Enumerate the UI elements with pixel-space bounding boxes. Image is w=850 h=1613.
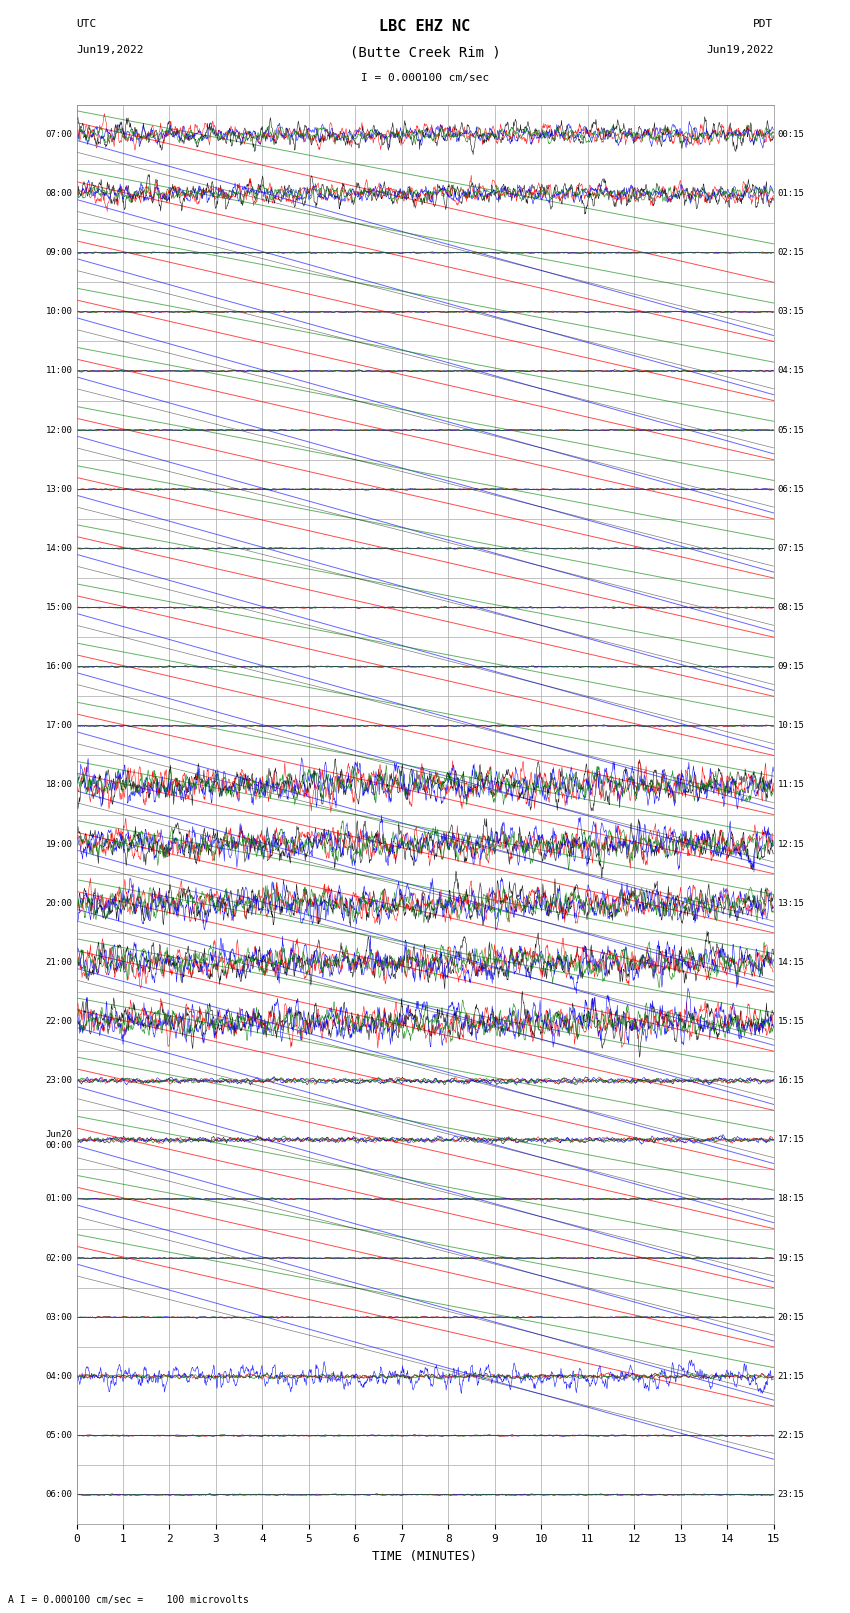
Text: 22:15: 22:15	[778, 1431, 805, 1440]
Text: 16:15: 16:15	[778, 1076, 805, 1086]
Text: 01:15: 01:15	[778, 189, 805, 198]
Text: Jun19,2022: Jun19,2022	[76, 45, 144, 55]
Text: PDT: PDT	[753, 19, 774, 29]
Text: 08:15: 08:15	[778, 603, 805, 611]
Text: 18:15: 18:15	[778, 1195, 805, 1203]
Text: 04:15: 04:15	[778, 366, 805, 376]
Text: 14:15: 14:15	[778, 958, 805, 966]
Text: 17:15: 17:15	[778, 1136, 805, 1144]
Text: 01:00: 01:00	[45, 1195, 72, 1203]
Text: 10:00: 10:00	[45, 308, 72, 316]
Text: 05:15: 05:15	[778, 426, 805, 434]
Text: 16:00: 16:00	[45, 663, 72, 671]
Text: 23:00: 23:00	[45, 1076, 72, 1086]
Text: 19:15: 19:15	[778, 1253, 805, 1263]
Text: A I = 0.000100 cm/sec =    100 microvolts: A I = 0.000100 cm/sec = 100 microvolts	[8, 1595, 249, 1605]
Text: LBC EHZ NC: LBC EHZ NC	[379, 19, 471, 34]
Text: (Butte Creek Rim ): (Butte Creek Rim )	[349, 45, 501, 60]
Text: Jun20
00:00: Jun20 00:00	[45, 1131, 72, 1150]
Text: 07:00: 07:00	[45, 131, 72, 139]
Text: 06:00: 06:00	[45, 1490, 72, 1498]
Text: 19:00: 19:00	[45, 840, 72, 848]
Text: 15:15: 15:15	[778, 1018, 805, 1026]
Text: 14:00: 14:00	[45, 544, 72, 553]
Text: 07:15: 07:15	[778, 544, 805, 553]
Text: 02:15: 02:15	[778, 248, 805, 256]
Text: 22:00: 22:00	[45, 1018, 72, 1026]
Text: 04:00: 04:00	[45, 1373, 72, 1381]
Text: 17:00: 17:00	[45, 721, 72, 731]
Text: 20:00: 20:00	[45, 898, 72, 908]
Text: 20:15: 20:15	[778, 1313, 805, 1321]
Text: 09:00: 09:00	[45, 248, 72, 256]
Text: Jun19,2022: Jun19,2022	[706, 45, 774, 55]
Text: 18:00: 18:00	[45, 781, 72, 789]
Text: 21:15: 21:15	[778, 1373, 805, 1381]
Text: 15:00: 15:00	[45, 603, 72, 611]
Text: 23:15: 23:15	[778, 1490, 805, 1498]
Text: 13:15: 13:15	[778, 898, 805, 908]
Text: 02:00: 02:00	[45, 1253, 72, 1263]
Text: 12:00: 12:00	[45, 426, 72, 434]
Text: 03:00: 03:00	[45, 1313, 72, 1321]
Text: 00:15: 00:15	[778, 131, 805, 139]
Text: 21:00: 21:00	[45, 958, 72, 966]
Text: 08:00: 08:00	[45, 189, 72, 198]
Text: UTC: UTC	[76, 19, 97, 29]
Text: 09:15: 09:15	[778, 663, 805, 671]
Text: 05:00: 05:00	[45, 1431, 72, 1440]
Text: 13:00: 13:00	[45, 486, 72, 494]
Text: 11:15: 11:15	[778, 781, 805, 789]
Text: 03:15: 03:15	[778, 308, 805, 316]
Text: 11:00: 11:00	[45, 366, 72, 376]
X-axis label: TIME (MINUTES): TIME (MINUTES)	[372, 1550, 478, 1563]
Text: 12:15: 12:15	[778, 840, 805, 848]
Text: 06:15: 06:15	[778, 486, 805, 494]
Text: 10:15: 10:15	[778, 721, 805, 731]
Text: I = 0.000100 cm/sec: I = 0.000100 cm/sec	[361, 73, 489, 82]
